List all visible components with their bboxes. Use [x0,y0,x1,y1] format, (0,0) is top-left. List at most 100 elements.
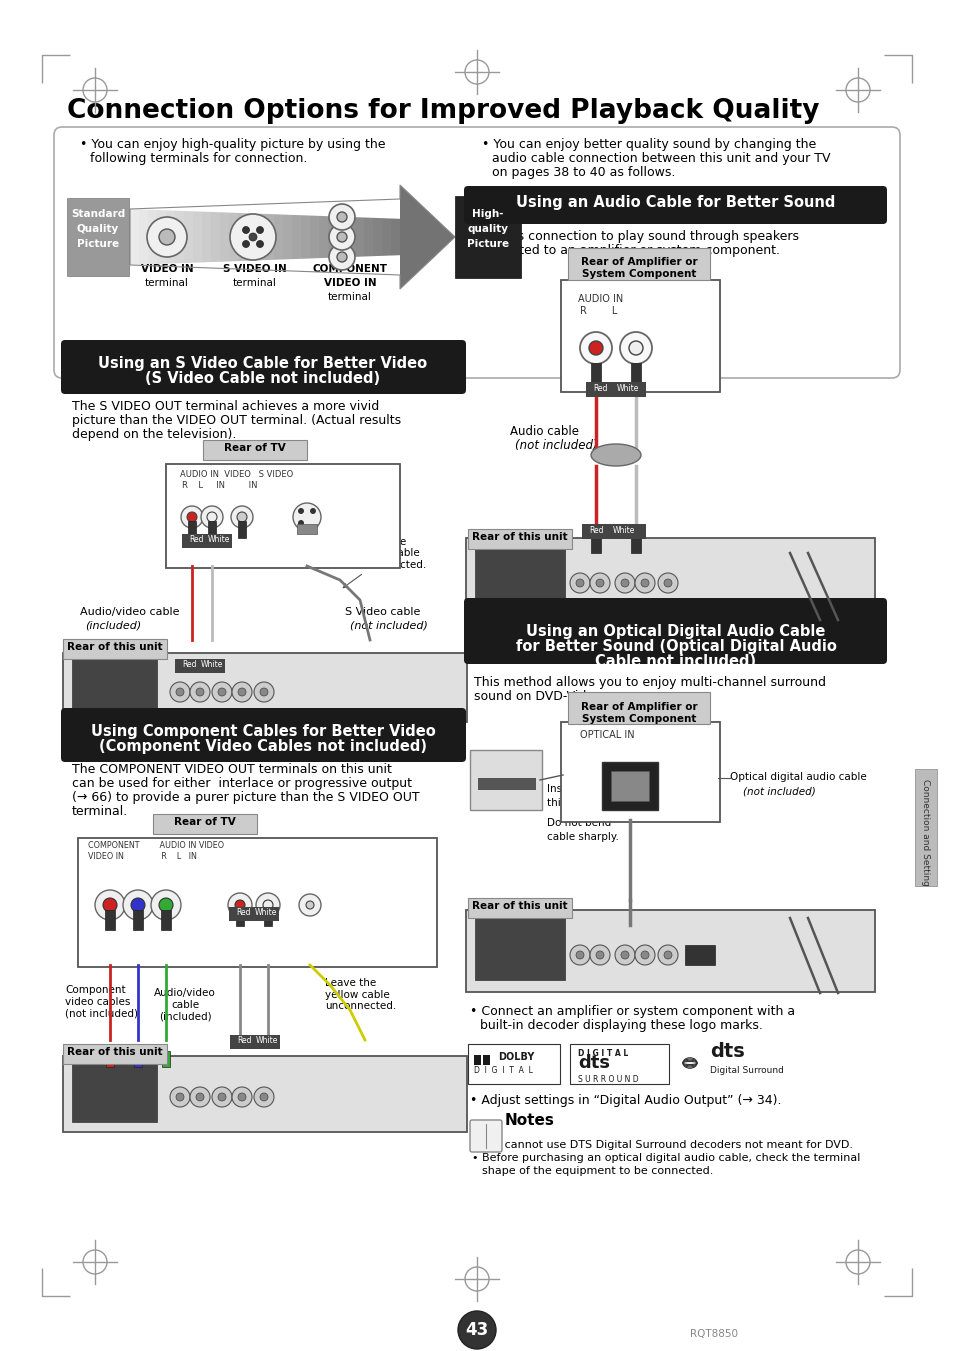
Text: • Connect an amplifier or system component with a: • Connect an amplifier or system compone… [470,1005,794,1019]
FancyBboxPatch shape [567,249,709,280]
Bar [161,911,171,929]
Text: quality: quality [467,224,508,234]
Text: Component
video cables
(not included): Component video cables (not included) [65,985,138,1019]
Circle shape [237,688,246,696]
Circle shape [579,332,612,363]
Text: for Better Sound (Optical Digital Audio: for Better Sound (Optical Digital Audio [515,639,836,654]
Text: Rear of this unit: Rear of this unit [472,532,567,542]
Circle shape [615,573,635,593]
Circle shape [234,900,245,911]
Text: COMPONENT: COMPONENT [313,263,387,274]
Circle shape [589,573,609,593]
Text: System Component: System Component [581,713,696,724]
Text: COMPONENT        AUDIO IN VIDEO: COMPONENT AUDIO IN VIDEO [88,842,224,850]
FancyBboxPatch shape [468,898,572,917]
Text: VIDEO IN: VIDEO IN [323,278,375,288]
FancyBboxPatch shape [470,750,541,811]
Circle shape [212,682,232,703]
Polygon shape [355,218,364,257]
Text: AUDIO IN: AUDIO IN [578,295,622,304]
Circle shape [242,227,250,234]
FancyBboxPatch shape [203,440,307,459]
Circle shape [663,951,671,959]
Circle shape [663,580,671,586]
Bar [106,1051,113,1067]
Circle shape [103,898,117,912]
Polygon shape [255,213,265,261]
Circle shape [297,520,304,526]
Text: connected to an amplifier or system component.: connected to an amplifier or system comp… [474,245,780,257]
Circle shape [212,1088,232,1106]
Circle shape [628,340,642,355]
Text: cable sharply.: cable sharply. [546,832,618,842]
Text: Audio cable: Audio cable [510,426,578,438]
Circle shape [190,682,210,703]
Text: Red: Red [189,535,203,544]
Bar [71,1062,157,1121]
Text: Leave the
yellow cable
unconnected.: Leave the yellow cable unconnected. [325,978,395,1011]
FancyBboxPatch shape [569,1044,668,1084]
Text: dts: dts [578,1054,609,1071]
Circle shape [619,332,651,363]
FancyBboxPatch shape [585,382,645,397]
Polygon shape [193,211,202,262]
Circle shape [253,1088,274,1106]
Text: RQT8850: RQT8850 [689,1329,738,1339]
Text: Picture: Picture [466,239,509,249]
Circle shape [253,682,274,703]
Polygon shape [157,209,166,263]
Polygon shape [274,215,283,259]
Polygon shape [301,215,310,259]
Text: Red: Red [235,908,251,917]
Text: Cable not included): Cable not included) [595,654,756,669]
Text: (S Video Cable not included): (S Video Cable not included) [145,372,380,386]
Polygon shape [477,778,536,790]
Bar [105,911,115,929]
Circle shape [175,688,184,696]
Circle shape [336,212,347,222]
Polygon shape [373,218,381,257]
Bar [475,915,564,979]
Polygon shape [364,218,373,257]
Text: (not included): (not included) [742,786,815,796]
Circle shape [615,944,635,965]
Text: can be used for either  interlace or progressive output: can be used for either interlace or prog… [71,777,412,790]
Circle shape [596,951,603,959]
Text: Digital Surround: Digital Surround [709,1066,783,1075]
Bar [630,534,640,553]
FancyBboxPatch shape [61,340,465,394]
Circle shape [218,1093,226,1101]
Circle shape [297,508,304,513]
Polygon shape [237,213,247,261]
FancyBboxPatch shape [67,199,129,276]
Text: this side up.: this side up. [546,798,610,808]
Bar [188,521,195,538]
Circle shape [123,890,152,920]
FancyBboxPatch shape [54,127,899,378]
Polygon shape [399,185,455,289]
Circle shape [635,573,655,593]
Text: OPTICAL IN: OPTICAL IN [579,730,634,740]
Text: terminal.: terminal. [71,805,128,817]
Text: Quality: Quality [77,224,119,234]
Polygon shape [174,211,184,263]
Text: D I G I T A L: D I G I T A L [578,1048,628,1058]
FancyBboxPatch shape [463,598,886,663]
Polygon shape [292,215,301,259]
Text: Connection Options for Improved Playback Quality: Connection Options for Improved Playback… [67,99,819,124]
Circle shape [190,1088,210,1106]
FancyBboxPatch shape [560,721,720,821]
Bar [630,363,640,388]
Text: on pages 38 to 40 as follows.: on pages 38 to 40 as follows. [492,166,675,178]
Circle shape [95,890,125,920]
Text: Rear of Amplifier or: Rear of Amplifier or [580,703,697,712]
Circle shape [576,580,583,586]
Bar [71,657,157,712]
FancyBboxPatch shape [63,1056,467,1132]
Text: Optical digital audio cable: Optical digital audio cable [729,771,866,782]
Circle shape [298,894,320,916]
Text: following terminals for connection.: following terminals for connection. [90,153,307,165]
Text: The COMPONENT VIDEO OUT terminals on this unit: The COMPONENT VIDEO OUT terminals on thi… [71,763,392,775]
Circle shape [569,944,589,965]
Circle shape [336,232,347,242]
